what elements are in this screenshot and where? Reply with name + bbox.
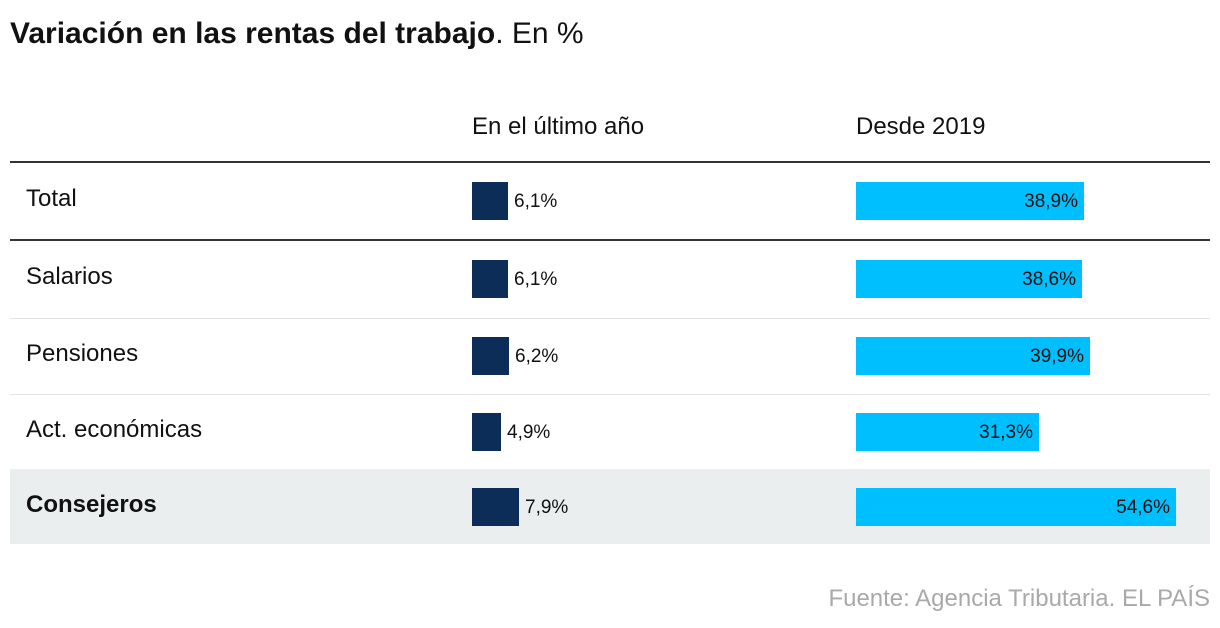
chart-title-unit: . En % (495, 17, 584, 50)
value-label-last-year: 4,9% (507, 422, 551, 443)
row-divider (10, 239, 1210, 241)
bar-last-year (472, 260, 508, 298)
value-label-since-2019: 54,6% (1116, 497, 1170, 518)
bar-since-2019 (856, 182, 1084, 220)
bar-since-2019 (856, 413, 1039, 451)
source-note: Fuente: Agencia Tributaria. EL PAÍS (828, 585, 1210, 612)
value-label-last-year: 6,2% (515, 346, 559, 367)
value-label-since-2019: 38,9% (1024, 191, 1078, 212)
bar-last-year (472, 182, 508, 220)
value-label-since-2019: 31,3% (979, 422, 1033, 443)
value-label-last-year: 6,1% (514, 269, 558, 290)
bar-last-year (472, 337, 509, 375)
bar-last-year (472, 413, 501, 451)
chart-title: Variación en las rentas del trabajo. En … (10, 14, 584, 54)
column-header-last-year: En el último año (472, 113, 645, 140)
value-label-since-2019: 39,9% (1030, 346, 1084, 367)
value-label-last-year: 6,1% (514, 191, 558, 212)
row-label: Salarios (26, 263, 113, 290)
bar-last-year (472, 488, 519, 526)
row-divider (10, 394, 1210, 395)
value-label-last-year: 7,9% (525, 497, 569, 518)
bar-since-2019 (856, 337, 1090, 375)
row-label: Total (26, 185, 77, 212)
header-rule (10, 161, 1210, 163)
row-label: Act. económicas (26, 416, 203, 443)
row-label: Consejeros (26, 491, 157, 518)
value-label-since-2019: 38,6% (1022, 269, 1076, 290)
bar-since-2019 (856, 488, 1176, 526)
column-header-since-2019: Desde 2019 (856, 113, 986, 140)
row-divider (10, 318, 1210, 319)
row-label: Pensiones (26, 340, 139, 367)
chart-title-main: Variación en las rentas del trabajo (10, 17, 496, 50)
bar-since-2019 (856, 260, 1082, 298)
